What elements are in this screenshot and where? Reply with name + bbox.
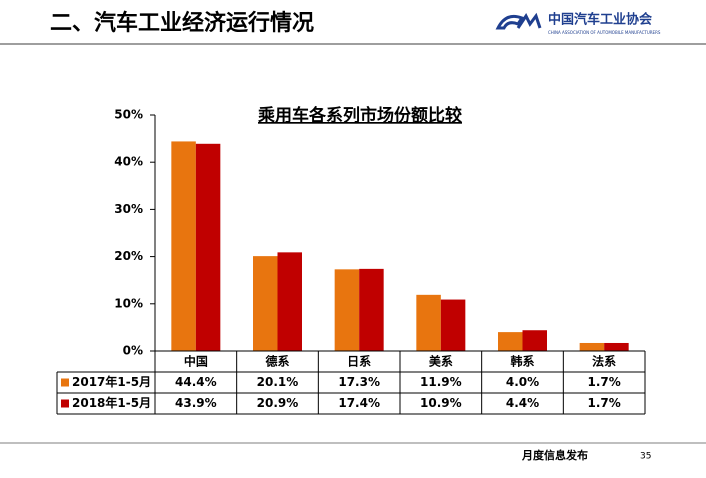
table-value: 1.7% bbox=[588, 375, 621, 389]
footer-label: 月度信息发布 bbox=[521, 448, 588, 462]
bar bbox=[416, 294, 441, 351]
bar bbox=[498, 332, 523, 351]
table-value: 1.7% bbox=[588, 396, 621, 410]
legend-label: 2018年1-5月 bbox=[72, 395, 151, 410]
logo-text: 中国汽车工业协会 bbox=[548, 12, 653, 28]
x-tick-label: 德系 bbox=[265, 354, 289, 369]
logo-subtext: CHINA ASSOCIATION OF AUTOMOBILE MANUFACT… bbox=[548, 30, 661, 35]
legend-swatch bbox=[61, 399, 69, 408]
table-value: 20.9% bbox=[257, 396, 299, 410]
bar bbox=[195, 143, 221, 351]
y-tick-label: 20% bbox=[114, 249, 143, 263]
table-value: 17.4% bbox=[338, 396, 380, 410]
slide-title: 二、汽车工业经济运行情况 bbox=[50, 10, 314, 36]
logo-mark bbox=[495, 12, 542, 30]
table-value: 4.0% bbox=[506, 375, 539, 389]
table-value: 4.4% bbox=[506, 396, 539, 410]
x-tick-label: 中国 bbox=[184, 354, 208, 369]
table-value: 44.4% bbox=[175, 375, 217, 389]
table-value: 20.1% bbox=[257, 375, 299, 389]
bar bbox=[522, 330, 547, 351]
y-tick-label: 30% bbox=[114, 202, 143, 216]
page-number: 35 bbox=[640, 452, 651, 462]
table-value: 17.3% bbox=[338, 375, 380, 389]
y-tick-label: 50% bbox=[114, 108, 143, 122]
legend-swatch bbox=[61, 378, 69, 387]
x-tick-label: 法系 bbox=[592, 354, 616, 369]
bar bbox=[604, 342, 629, 351]
bar bbox=[277, 252, 302, 351]
bar bbox=[440, 299, 466, 351]
y-tick-label: 0% bbox=[123, 344, 143, 358]
bar bbox=[359, 268, 384, 351]
bar bbox=[171, 141, 196, 351]
legend-label: 2017年1-5月 bbox=[72, 374, 151, 389]
x-tick-label: 韩系 bbox=[510, 354, 534, 369]
chart-title: 乘用车各系列市场份额比较 bbox=[257, 105, 462, 126]
x-tick-label: 日系 bbox=[347, 354, 371, 369]
bar bbox=[253, 256, 278, 351]
table-value: 43.9% bbox=[175, 396, 217, 410]
x-tick-label: 美系 bbox=[429, 354, 453, 369]
y-tick-label: 10% bbox=[114, 296, 143, 310]
bar bbox=[579, 342, 605, 351]
bar bbox=[334, 269, 360, 351]
table-value: 11.9% bbox=[420, 375, 462, 389]
y-tick-label: 40% bbox=[114, 155, 143, 169]
table-value: 10.9% bbox=[420, 396, 462, 410]
